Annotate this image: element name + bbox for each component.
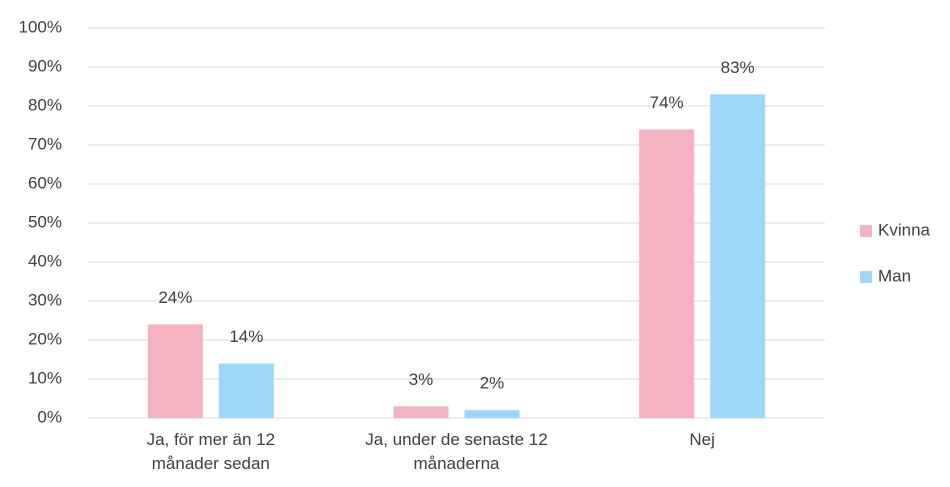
bar — [710, 94, 766, 419]
y-tick-label: 30% — [28, 290, 62, 309]
y-tick-label: 60% — [28, 173, 62, 192]
bar — [218, 363, 274, 418]
value-label: 83% — [721, 58, 755, 77]
legend-label: Kvinna — [878, 220, 931, 239]
y-tick-label: 90% — [28, 56, 62, 75]
y-tick-label: 20% — [28, 329, 62, 348]
y-tick-label: 0% — [37, 407, 62, 426]
legend-swatch — [860, 225, 872, 237]
x-tick-label: Ja, för mer än 12 månader sedan — [146, 430, 276, 473]
bar — [393, 406, 449, 418]
bar — [147, 324, 203, 418]
x-tick-label: Ja, under de senaste 12 månaderna — [365, 430, 548, 473]
y-tick-label: 100% — [19, 17, 62, 36]
bar — [464, 410, 520, 418]
legend-label: Man — [878, 266, 911, 285]
y-tick-label: 70% — [28, 134, 62, 153]
x-tick-label: Nej — [689, 430, 715, 449]
y-tick-label: 80% — [28, 95, 62, 114]
value-label: 3% — [409, 370, 434, 389]
legend-swatch — [860, 271, 872, 283]
y-tick-label: 50% — [28, 212, 62, 231]
value-label: 2% — [480, 374, 505, 393]
value-label: 74% — [650, 93, 684, 112]
y-tick-label: 10% — [28, 368, 62, 387]
value-label: 14% — [229, 327, 263, 346]
bar — [639, 129, 695, 418]
y-tick-label: 40% — [28, 251, 62, 270]
value-label: 24% — [158, 288, 192, 307]
